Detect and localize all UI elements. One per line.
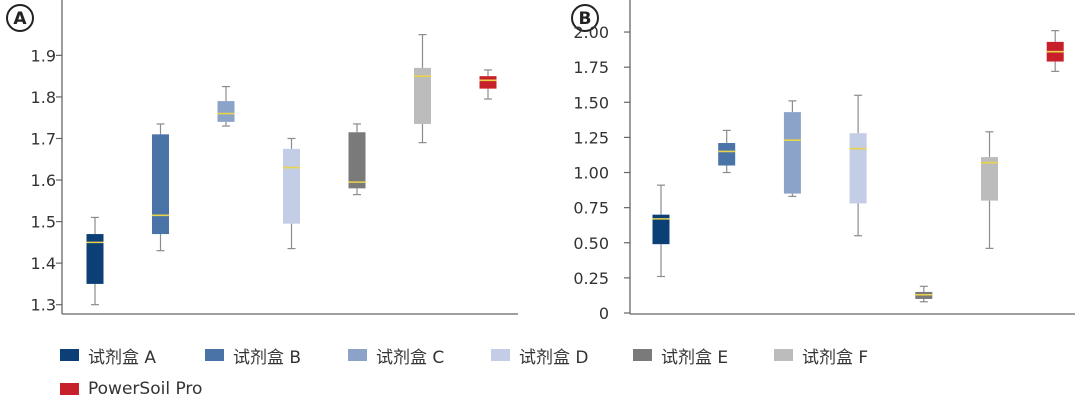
panel-a: A 1.3 1.4 1.5 1.6 1.7 1.8 1.9 — [6, 0, 518, 315]
y-tick-label: 1.5 — [31, 213, 56, 232]
legend-item-kit-d: 试剂盒 D — [491, 344, 589, 368]
box-iqr — [718, 143, 736, 166]
legend-label-kit-b: 试剂盒 B — [233, 347, 302, 368]
box-kit-c — [783, 100, 801, 198]
box-kit-f — [414, 34, 431, 144]
legend-label-kit-f: 试剂盒 F — [802, 347, 869, 368]
box-kit-b — [718, 129, 736, 174]
y-tick-label: 1.7 — [31, 129, 56, 148]
box-kit-f — [981, 131, 998, 249]
legend-swatch-kit-d — [491, 349, 510, 361]
legend-swatch-kit-f — [774, 349, 793, 361]
y-tick-label: 0 — [599, 304, 609, 323]
legend-label-kit-c: 试剂盒 C — [376, 347, 445, 368]
legend-item-kit-f: 试剂盒 F — [774, 344, 869, 368]
box-kit-d — [283, 137, 300, 250]
y-tick-label: 1.75 — [573, 58, 609, 77]
box-iqr — [849, 133, 867, 204]
y-tick-label: 1.9 — [31, 46, 56, 65]
y-tick-label: 1.00 — [573, 164, 609, 183]
legend-swatch-powersoil-pro — [60, 383, 79, 395]
box-iqr — [783, 112, 801, 194]
y-tick-label: 1.4 — [31, 254, 56, 273]
y-tick-label: 1.50 — [573, 93, 609, 112]
y-tick-label: 1.8 — [31, 88, 56, 107]
legend-swatch-kit-c — [348, 349, 367, 361]
y-tick-label: 0.50 — [573, 234, 609, 253]
box-kit-e — [915, 285, 933, 303]
legend-swatch-kit-b — [205, 349, 224, 361]
box-iqr — [152, 134, 169, 235]
y-tick-label: 1.25 — [573, 128, 609, 147]
panel-letter-circle — [6, 4, 34, 32]
box-iqr — [479, 76, 497, 89]
legend-swatch-kit-e — [633, 349, 652, 361]
box-powersoil-pro — [1046, 30, 1064, 72]
legend-label-kit-a: 试剂盒 A — [88, 347, 157, 368]
panel-letter: A — [13, 9, 27, 29]
y-tick-label: 0.25 — [573, 269, 609, 288]
legend-item-kit-e: 试剂盒 E — [633, 344, 729, 368]
box-kit-d — [849, 94, 867, 237]
legend-item-kit-a: 试剂盒 A — [60, 344, 157, 368]
box-kit-c — [217, 85, 235, 127]
legend-item-kit-c: 试剂盒 C — [348, 344, 445, 368]
legend-label-powersoil-pro: PowerSoil Pro — [88, 379, 203, 399]
box-iqr — [86, 234, 104, 284]
y-tick-label: 2.00 — [573, 23, 609, 42]
y-tick-label: 1.6 — [31, 171, 56, 190]
box-iqr — [414, 67, 431, 124]
legend-item-powersoil-pro: PowerSoil Pro — [60, 378, 202, 400]
legend-label-kit-e: 试剂盒 E — [661, 347, 729, 368]
box-iqr — [348, 132, 366, 189]
box-kit-b — [152, 123, 169, 252]
box-plot-figure: A 1.3 1.4 1.5 1.6 1.7 1.8 1.9 B 0 0.25 0.50 0.75 1.00… — [6, 0, 1075, 323]
box-iqr — [981, 157, 998, 201]
legend-label-kit-d: 试剂盒 D — [519, 347, 589, 368]
box-kit-e — [348, 123, 366, 196]
panel-letter: B — [579, 9, 592, 29]
legend-item-kit-b: 试剂盒 B — [205, 344, 302, 368]
box-iqr — [283, 148, 300, 224]
box-kit-a — [652, 184, 670, 278]
box-powersoil-pro — [479, 69, 497, 100]
y-tick-label: 1.3 — [31, 296, 56, 315]
legend-swatch-kit-a — [60, 349, 79, 361]
panel-b: B 0 0.25 0.50 0.75 1.00 1.25 1.50 1.75 2.00 — [571, 0, 1075, 323]
panel-letter-circle — [571, 4, 599, 32]
box-iqr — [217, 101, 235, 122]
y-tick-label: 0.75 — [573, 199, 609, 218]
box-iqr — [652, 214, 670, 245]
box-kit-a — [86, 216, 104, 306]
